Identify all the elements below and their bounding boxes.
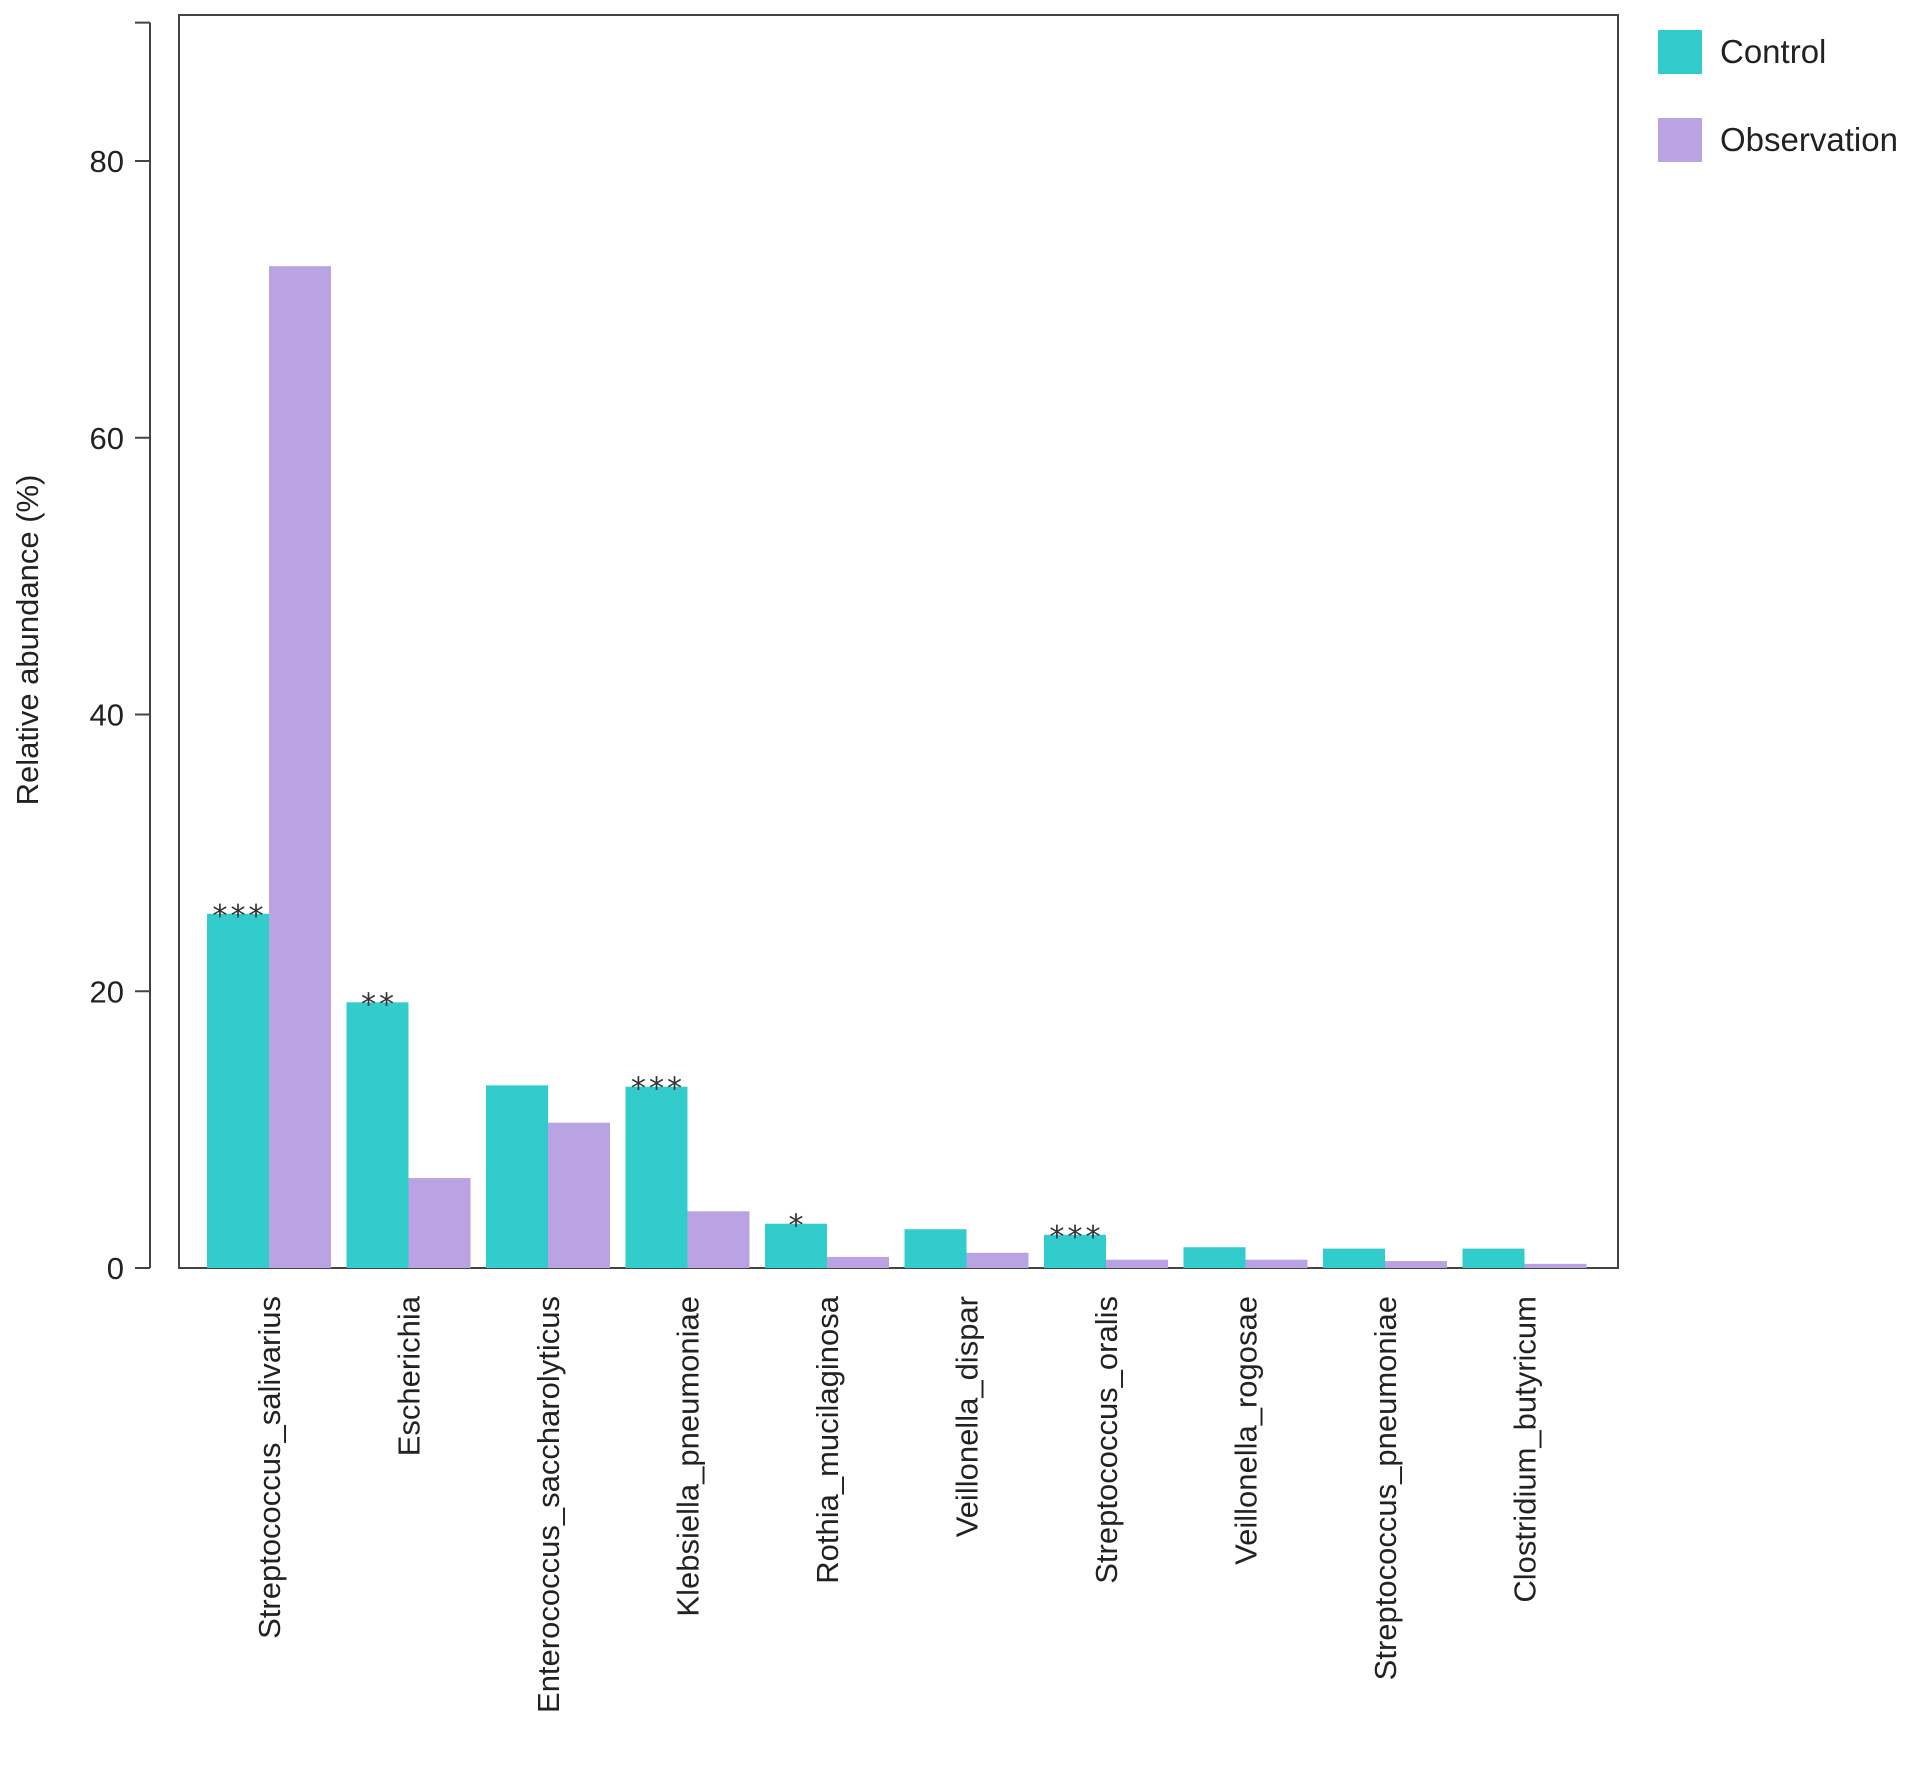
bar-control-escherichia	[346, 1002, 409, 1268]
bar-observation-clostridium-butyricum	[1524, 1263, 1587, 1268]
legend-swatch-control	[1658, 30, 1702, 74]
significance-marker: ***	[211, 899, 265, 934]
y-axis-title: Relative abundance (%)	[10, 475, 45, 806]
x-tick-label: Rothia_mucilaginosa	[810, 1295, 845, 1584]
bar-observation-escherichia	[408, 1178, 471, 1268]
legend-label-observation: Observation	[1720, 121, 1898, 158]
plot-frame	[178, 14, 1619, 1269]
x-tick-label: Streptococcus_oralis	[1089, 1296, 1124, 1584]
bar-observation-veillonella-rogosae	[1245, 1259, 1308, 1268]
x-tick-label: Veillonella_dispar	[950, 1296, 985, 1537]
bar-observation-klebsiella-pneumoniae	[687, 1211, 750, 1268]
x-tick-label: Streptococcus_salivarius	[252, 1296, 287, 1639]
significance-marker: ***	[629, 1072, 683, 1107]
x-tick-label: Streptococcus_pneumoniae	[1368, 1296, 1403, 1680]
bar-control-enterococcus-saccharolyticus	[486, 1085, 548, 1268]
bar-control-streptococcus-salivarius	[207, 913, 269, 1268]
y-tick-label: 40	[90, 698, 124, 733]
bar-observation-streptococcus-salivarius	[269, 266, 331, 1268]
bar-control-streptococcus-oralis	[1044, 1234, 1106, 1268]
significance-marker: *	[787, 1209, 805, 1244]
y-tick-label: 80	[90, 144, 124, 179]
x-tick-label: Enterococcus_saccharolyticus	[531, 1296, 566, 1713]
bar-control-veillonella-rogosae	[1183, 1247, 1246, 1268]
bar-control-streptococcus-pneumoniae	[1323, 1248, 1385, 1268]
bar-control-klebsiella-pneumoniae	[625, 1086, 688, 1268]
significance-annotations: ********* ***	[211, 899, 1102, 1255]
bar-control-clostridium-butyricum	[1462, 1248, 1525, 1268]
x-tick-label: Veillonella_rogosae	[1229, 1296, 1264, 1565]
bar-observation-streptococcus-pneumoniae	[1385, 1261, 1447, 1268]
significance-marker: **	[359, 987, 395, 1022]
bars-group	[207, 266, 1587, 1268]
bar-control-rothia-mucilaginosa	[765, 1223, 827, 1268]
x-tick-label: Escherichia	[392, 1295, 427, 1456]
legend: Control Observation	[1658, 30, 1898, 162]
y-axis: 0 20 40 60 80	[90, 21, 151, 1286]
bar-observation-enterococcus-saccharolyticus	[548, 1122, 610, 1268]
legend-label-control: Control	[1720, 33, 1826, 70]
x-tick-label: Clostridium_butyricum	[1508, 1296, 1543, 1603]
y-tick-label: 20	[90, 974, 124, 1009]
legend-swatch-observation	[1658, 118, 1702, 162]
x-axis-labels: Streptococcus_salivarius Escherichia Enter…	[252, 1295, 1543, 1713]
y-tick-label: 0	[107, 1251, 124, 1286]
significance-marker: ***	[1048, 1220, 1102, 1255]
bar-control-veillonella-dispar	[904, 1229, 967, 1268]
bar-observation-rothia-mucilaginosa	[827, 1256, 889, 1268]
x-tick-label: Klebsiella_pneumoniae	[671, 1296, 706, 1617]
y-tick-label: 60	[90, 421, 124, 456]
bar-observation-veillonella-dispar	[966, 1252, 1029, 1268]
bar-observation-streptococcus-oralis	[1106, 1259, 1168, 1268]
